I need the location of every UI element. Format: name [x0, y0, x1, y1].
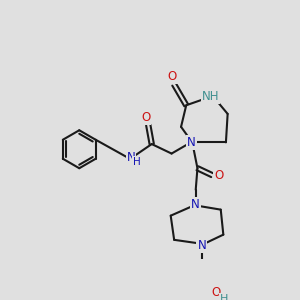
Text: O: O — [141, 111, 150, 124]
Text: O: O — [168, 70, 177, 83]
Text: O: O — [211, 286, 220, 299]
Text: N: N — [127, 151, 135, 164]
Text: O: O — [214, 169, 224, 182]
Text: H: H — [220, 294, 228, 300]
Text: N: N — [187, 136, 196, 149]
Text: N: N — [191, 198, 200, 211]
Text: H: H — [133, 157, 141, 167]
Text: NH: NH — [202, 90, 219, 103]
Text: N: N — [197, 239, 206, 252]
